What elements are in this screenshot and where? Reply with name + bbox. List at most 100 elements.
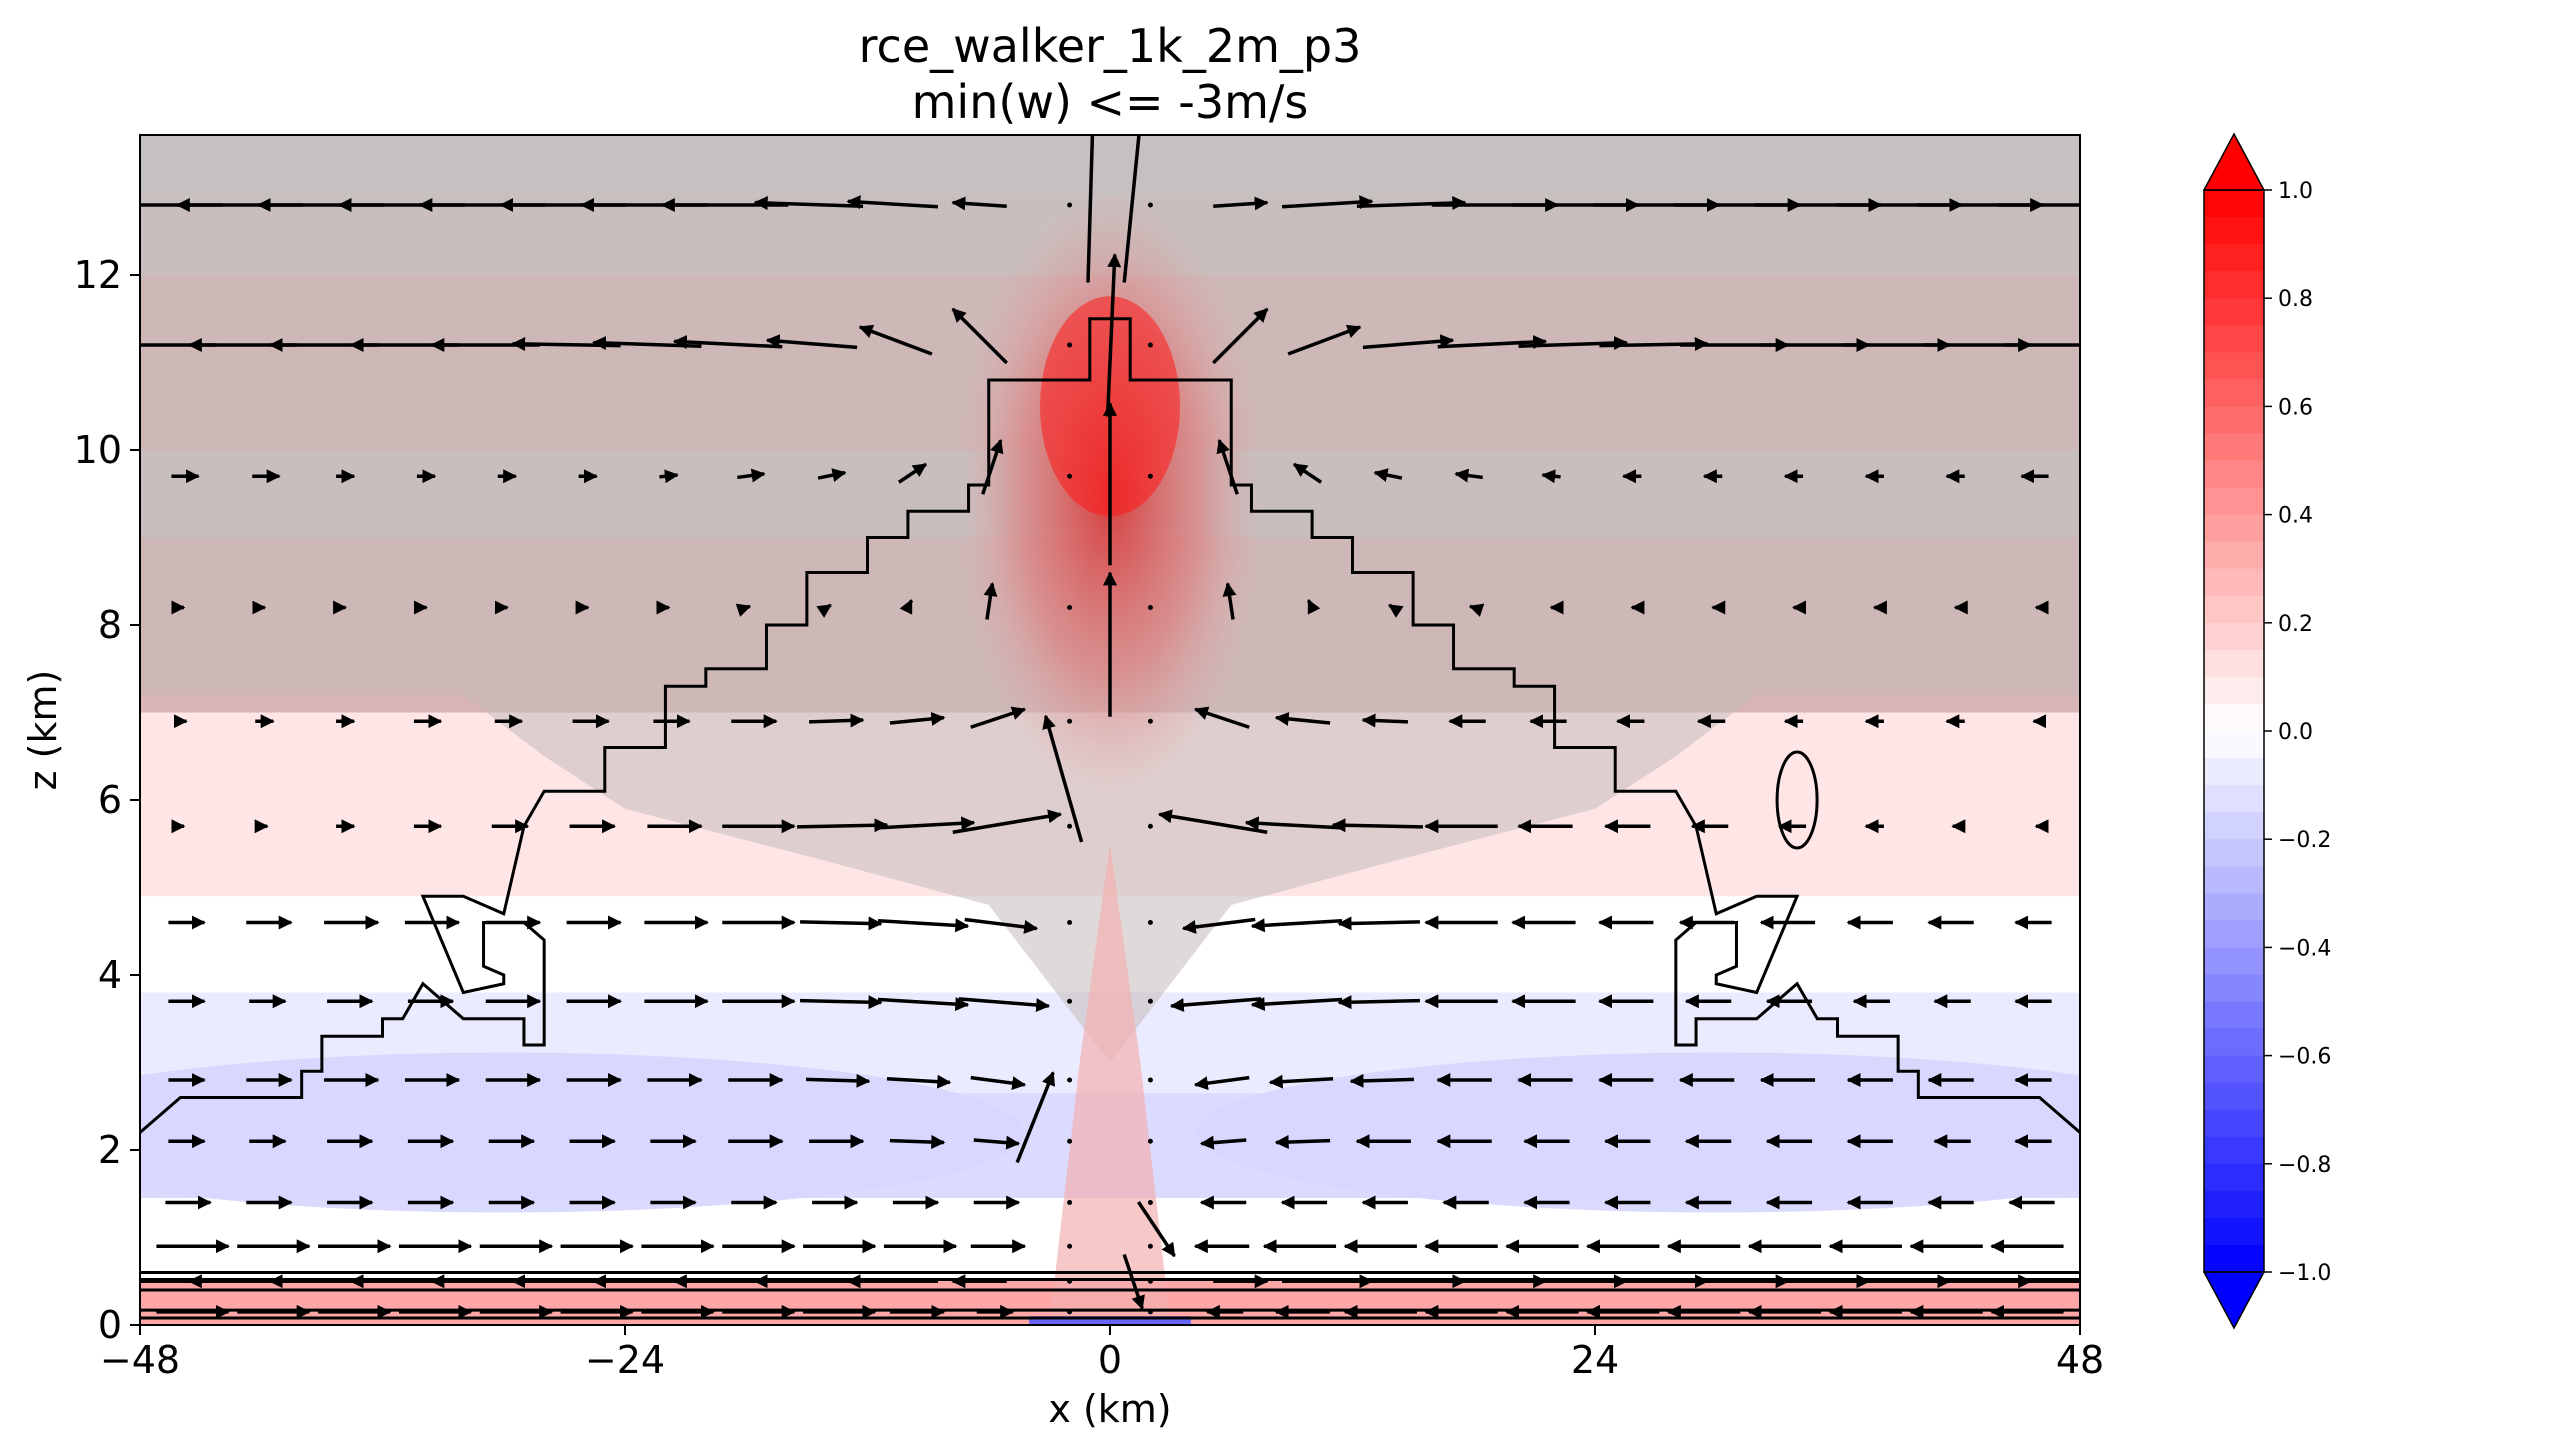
colorbar-tick-label: 0.8 <box>2278 287 2313 312</box>
y-tick-label: 4 <box>98 953 122 997</box>
y-tick-label: 12 <box>74 253 122 297</box>
wind-vector <box>800 916 883 931</box>
wind-vector <box>964 917 1039 934</box>
wind-vector-dot <box>1147 718 1153 724</box>
colorbar-band <box>2204 460 2264 489</box>
y-axis: 0 2 4 6 8 10 12 <box>74 253 140 1347</box>
plot-area <box>140 135 2080 1325</box>
wind-vector <box>897 462 928 484</box>
colorbar-band <box>2204 785 2264 813</box>
chart-title: rce_walker_1k_2m_p3 <box>859 19 1362 73</box>
colorbar-tick-label: −0.8 <box>2278 1153 2331 1178</box>
wind-vector <box>1193 1075 1250 1091</box>
colorbar-band <box>2204 1109 2264 1138</box>
wind-vector <box>765 334 858 350</box>
wind-vector <box>1122 135 1141 283</box>
wind-vector-dot <box>1067 1138 1073 1144</box>
x-tick-label: −24 <box>585 1338 665 1382</box>
wind-vector <box>806 1073 871 1088</box>
wind-vector <box>983 582 998 620</box>
surface-downdraft <box>1029 1316 1191 1325</box>
wind-vector-dot <box>1067 1309 1073 1315</box>
negative-lobe-right <box>1196 1052 2080 1213</box>
wind-vector <box>1193 706 1250 729</box>
colorbar-tick-label: 0.2 <box>2278 612 2313 637</box>
x-tick-label: −48 <box>100 1338 180 1382</box>
wind-vector-dot <box>1147 1243 1153 1249</box>
wind-vector <box>858 324 933 356</box>
wind-vector <box>816 603 832 618</box>
wind-vector <box>889 1135 946 1150</box>
wind-vector <box>970 706 1027 729</box>
chart-subtitle: min(w) <= -3m/s <box>912 75 1309 129</box>
wind-vector <box>1373 468 1403 482</box>
wind-vector <box>817 468 847 482</box>
x-tick-label: 0 <box>1098 1338 1122 1382</box>
colorbar-tick-label: −0.6 <box>2278 1045 2331 1070</box>
wind-vector <box>797 818 889 833</box>
wind-vectors <box>140 135 2080 1319</box>
shaded-field <box>140 135 2080 1325</box>
colorbar-band <box>2204 298 2264 326</box>
wind-vector-dot <box>1067 718 1073 724</box>
colorbar-band <box>2204 676 2264 705</box>
wind-vector <box>1169 997 1262 1013</box>
colorbar-band <box>2204 325 2264 353</box>
cloud-contour-isolated <box>1775 750 1819 850</box>
wind-vector <box>874 816 976 831</box>
x-tick-label: 24 <box>1571 1338 1619 1382</box>
wind-vector-dot <box>1067 1243 1073 1249</box>
wind-vector <box>737 468 766 483</box>
wind-vector-dot <box>1147 202 1153 208</box>
wind-vector <box>809 713 865 728</box>
colorbar-band <box>2204 1163 2264 1192</box>
colorbar-band <box>2204 758 2264 786</box>
wind-vector <box>1437 335 1548 350</box>
wind-vector <box>659 469 679 484</box>
colorbar-min-extension <box>2202 1271 2266 1330</box>
colorbar: 1.0 0.8 0.6 0.4 0.2 0.0 −0.2 −0.4 −0.6 −0.8 −1.0 <box>2202 132 2331 1330</box>
colorbar-band <box>2204 1055 2264 1084</box>
wind-vector <box>1287 324 1362 356</box>
colorbar-band <box>2204 379 2264 407</box>
wind-vector <box>1292 462 1323 484</box>
wind-vector <box>877 997 970 1012</box>
colorbar-tick-label: −0.2 <box>2278 828 2331 853</box>
wind-vector <box>1216 438 1239 495</box>
wind-vector <box>1086 135 1095 283</box>
colorbar-band <box>2204 514 2264 543</box>
colorbar-ticks: 1.0 0.8 0.6 0.4 0.2 0.0 −0.2 −0.4 −0.6 −0.8 −1.0 <box>2264 179 2331 1286</box>
colorbar-band <box>2204 433 2264 461</box>
wind-vector <box>877 918 970 933</box>
colorbar-band <box>2204 920 2264 948</box>
colorbar-band <box>2204 703 2264 732</box>
wind-vector <box>1349 1073 1414 1088</box>
colorbar-band <box>2204 731 2264 759</box>
wind-vector-dot <box>1067 1200 1073 1205</box>
colorbar-tick-label: 0.0 <box>2278 720 2313 745</box>
colorbar-band <box>2204 812 2264 840</box>
colorbar-band <box>2204 1244 2264 1273</box>
wind-vector <box>672 335 783 350</box>
colorbar-band <box>2204 568 2264 597</box>
y-tick-label: 6 <box>98 778 122 822</box>
wind-vector <box>1181 917 1256 934</box>
wind-vector-dot <box>1147 1200 1153 1205</box>
colorbar-tick-label: −0.4 <box>2278 936 2331 961</box>
colorbar-band <box>2204 244 2264 272</box>
colorbar-tick-label: 0.4 <box>2278 504 2313 529</box>
colorbar-band <box>2204 1028 2264 1057</box>
y-tick-label: 0 <box>98 1303 122 1347</box>
wind-vector <box>1244 816 1346 831</box>
wind-vector <box>1541 469 1561 484</box>
colorbar-band <box>2204 1217 2264 1246</box>
wind-vector-dot <box>1067 998 1073 1004</box>
y-axis-label: z (km) <box>21 670 65 791</box>
wind-vector <box>1042 714 1084 843</box>
y-tick-label: 8 <box>98 603 122 647</box>
wind-vector <box>886 1074 952 1089</box>
wind-vector <box>1331 818 1423 833</box>
cloud-contour <box>140 317 2080 1134</box>
x-axis-label: x (km) <box>1048 1387 1171 1431</box>
